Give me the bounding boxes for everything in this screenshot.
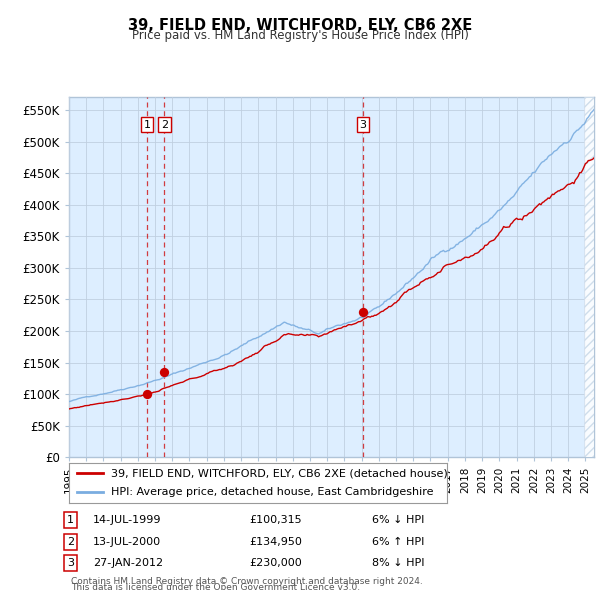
Point	[358, 307, 368, 317]
Text: Price paid vs. HM Land Registry's House Price Index (HPI): Price paid vs. HM Land Registry's House …	[131, 30, 469, 42]
Point	[160, 368, 169, 377]
Text: 8% ↓ HPI: 8% ↓ HPI	[372, 558, 425, 568]
Text: 6% ↓ HPI: 6% ↓ HPI	[372, 516, 424, 525]
Text: £230,000: £230,000	[249, 558, 302, 568]
Text: 2: 2	[161, 120, 168, 129]
Text: 1: 1	[143, 120, 151, 129]
Text: 13-JUL-2000: 13-JUL-2000	[93, 537, 161, 546]
Text: 39, FIELD END, WITCHFORD, ELY, CB6 2XE: 39, FIELD END, WITCHFORD, ELY, CB6 2XE	[128, 18, 472, 32]
Bar	[584, 97, 594, 457]
Text: 3: 3	[67, 558, 74, 568]
Text: Contains HM Land Registry data © Crown copyright and database right 2024.: Contains HM Land Registry data © Crown c…	[71, 576, 422, 586]
Point	[142, 389, 152, 399]
Text: £100,315: £100,315	[249, 516, 302, 525]
Text: 6% ↑ HPI: 6% ↑ HPI	[372, 537, 424, 546]
Text: £134,950: £134,950	[249, 537, 302, 546]
Text: 14-JUL-1999: 14-JUL-1999	[93, 516, 161, 525]
Text: This data is licensed under the Open Government Licence v3.0.: This data is licensed under the Open Gov…	[71, 583, 360, 590]
Text: 27-JAN-2012: 27-JAN-2012	[93, 558, 163, 568]
Text: 39, FIELD END, WITCHFORD, ELY, CB6 2XE (detached house): 39, FIELD END, WITCHFORD, ELY, CB6 2XE (…	[110, 468, 448, 478]
Text: 1: 1	[67, 516, 74, 525]
Text: 2: 2	[67, 537, 74, 546]
Text: HPI: Average price, detached house, East Cambridgeshire: HPI: Average price, detached house, East…	[110, 487, 433, 497]
Text: 3: 3	[359, 120, 367, 129]
